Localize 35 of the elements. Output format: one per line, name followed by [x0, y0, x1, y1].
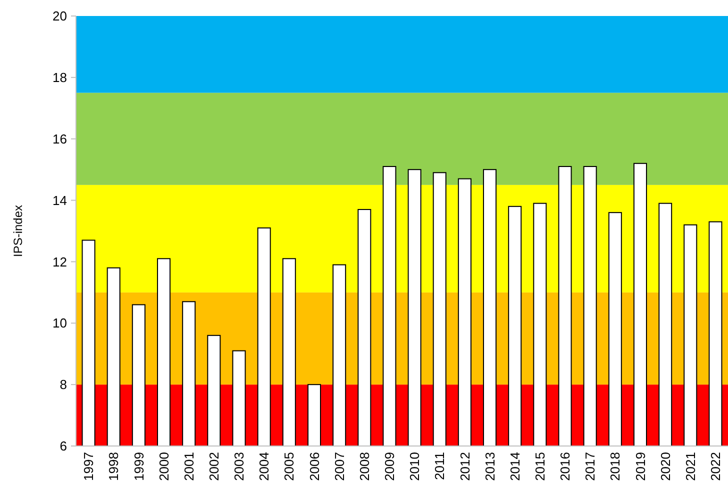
x-tick-label: 2019 — [632, 452, 648, 481]
x-tick-label: 2012 — [457, 452, 472, 481]
x-tick-label: 2020 — [658, 452, 673, 481]
x-tick-label: 2015 — [532, 452, 548, 481]
x-tick-label: 2017 — [582, 452, 598, 481]
x-tick-label: 2010 — [407, 452, 422, 481]
x-tick-label: 2018 — [608, 452, 623, 481]
x-tick-label: 2001 — [181, 452, 196, 481]
y-tick-label: 20 — [52, 8, 67, 24]
x-tick-label: 2004 — [256, 452, 272, 481]
x-tick-label: 1997 — [81, 452, 96, 481]
y-tick-label: 18 — [52, 70, 67, 85]
x-tick-label: 2006 — [306, 452, 322, 481]
x-tick-label: 2011 — [432, 452, 448, 480]
x-tick-label: 2014 — [507, 452, 522, 481]
x-tick-label: 2022 — [708, 452, 724, 481]
x-tick-label: 2007 — [332, 452, 347, 481]
x-tick-label: 2009 — [382, 452, 398, 481]
y-tick-label: 16 — [52, 131, 67, 146]
x-tick-label: 2003 — [232, 452, 247, 481]
x-tick-label: 2008 — [356, 452, 372, 481]
x-tick-label: 2021 — [682, 452, 698, 481]
x-tick-label: 2002 — [206, 452, 222, 481]
y-tick-label: 6 — [60, 438, 67, 454]
x-tick-label: 1998 — [106, 452, 122, 481]
y-tick-label: 8 — [60, 377, 67, 392]
x-tick-label: 2016 — [558, 452, 573, 481]
y-tick-label: 14 — [52, 192, 67, 208]
x-tick-label: 2013 — [482, 452, 498, 481]
y-tick-label: 10 — [52, 316, 67, 331]
x-tick-label: 2000 — [156, 452, 172, 481]
x-tick-label: 2005 — [282, 452, 297, 481]
x-tick-label: 1999 — [131, 452, 146, 481]
y-tick-label: 12 — [52, 254, 67, 270]
y-axis-title: IPS-index — [11, 204, 25, 258]
